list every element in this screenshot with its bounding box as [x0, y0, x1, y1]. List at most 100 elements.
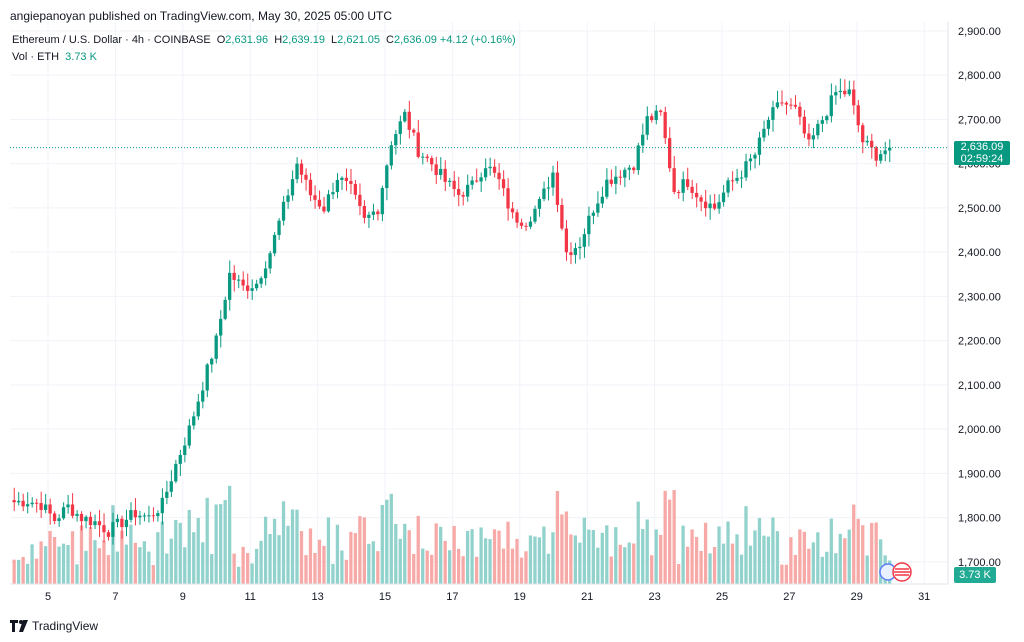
candle-body — [165, 491, 169, 498]
change-value: +4.12 (+0.16%) — [439, 34, 516, 46]
volume-bar — [317, 539, 322, 584]
y-tick-label: 2,300.00 — [958, 291, 1001, 303]
volume-bar — [623, 547, 627, 584]
candle-body — [659, 110, 663, 113]
volume-bar — [353, 533, 358, 584]
x-tick-label: 27 — [783, 591, 795, 603]
events-icon[interactable] — [878, 561, 918, 583]
y-tick-label: 2,700.00 — [958, 114, 1001, 126]
candle-body — [650, 116, 654, 121]
volume-bar — [708, 553, 712, 584]
volume-bar — [726, 521, 730, 584]
candle-body — [331, 192, 335, 195]
candle-body — [564, 228, 569, 253]
candle-body — [596, 203, 600, 213]
volume-bar — [380, 504, 384, 584]
candle-body — [277, 220, 281, 235]
volume-bar — [394, 523, 398, 584]
candle-body — [254, 283, 259, 289]
footer-brand: TradingView — [32, 619, 99, 633]
candle-body — [690, 186, 694, 193]
x-tick-label: 19 — [514, 591, 526, 603]
candle-body — [537, 199, 542, 209]
symbol-legend: Ethereum / U.S. Dollar · 4h · COINBASE O… — [12, 34, 516, 46]
candle-body — [93, 521, 97, 526]
chart-grid — [10, 22, 948, 584]
candle-body — [236, 279, 241, 281]
high-value: 2,639.19 — [282, 34, 325, 46]
volume-bar — [834, 553, 838, 584]
candle-body — [802, 116, 806, 134]
volume-label[interactable]: Vol · ETH — [12, 51, 60, 63]
candle-body — [843, 90, 847, 95]
y-tick-label: 1,700.00 — [958, 557, 1001, 569]
volume-bar — [281, 501, 286, 584]
candle-body — [811, 135, 815, 140]
volume-bar — [798, 529, 802, 584]
volume-bar — [676, 564, 681, 584]
volume-bar — [591, 530, 595, 584]
candle-body — [138, 515, 142, 518]
candle-body — [546, 187, 551, 189]
candle-body — [30, 502, 34, 505]
candle-body — [286, 195, 290, 202]
candle-body — [757, 137, 762, 155]
candle-body — [434, 164, 438, 175]
x-tick-label: 29 — [851, 591, 863, 603]
volume-bar — [286, 525, 290, 584]
volume-bar — [425, 550, 429, 584]
volume-bar — [66, 544, 70, 584]
volume-bar — [183, 547, 187, 584]
candle-body — [793, 104, 798, 107]
volume-bar — [461, 556, 465, 584]
volume-bar — [228, 485, 232, 584]
volume-bar — [79, 525, 84, 584]
volume-bar — [717, 526, 721, 584]
candle-body — [443, 168, 447, 182]
candle-body — [515, 212, 519, 223]
volume-bar — [102, 540, 106, 584]
volume-bar — [465, 530, 470, 584]
volume-bar — [757, 518, 762, 584]
candle-body — [600, 196, 604, 204]
x-tick-label: 17 — [446, 591, 458, 603]
candle-body — [160, 497, 164, 514]
candle-body — [703, 201, 708, 209]
candle-body — [389, 145, 393, 166]
volume-bar — [865, 555, 869, 584]
volume-bar — [497, 530, 501, 584]
candle-body — [281, 201, 286, 221]
x-axis[interactable]: 5 7 9 11 13 15 17 19 21 23 25 27 29 31 — [45, 591, 930, 603]
candle-body — [326, 194, 331, 212]
y-axis[interactable]: 2,900.002,800.002,700.002,600.002,500.00… — [958, 26, 1001, 569]
candle-body — [115, 518, 120, 523]
volume-bar — [263, 516, 268, 584]
candle-body — [88, 516, 93, 526]
candle-body — [317, 199, 322, 207]
volume-bar — [659, 534, 663, 584]
candle-body — [730, 180, 735, 182]
candle-body — [766, 119, 771, 129]
close-value: 2,636.09 — [394, 34, 437, 46]
volume-bar — [75, 564, 79, 584]
volume-bar — [614, 527, 618, 584]
y-tick-label: 1,900.00 — [958, 468, 1001, 480]
x-tick-label: 23 — [648, 591, 660, 603]
candle-body — [488, 166, 492, 169]
candle-body — [775, 102, 780, 108]
candle-body — [569, 252, 573, 255]
volume-bar — [371, 541, 375, 584]
volume-bar — [124, 544, 129, 584]
volume-bar — [407, 530, 411, 584]
candle-body — [632, 167, 636, 171]
candle-body — [106, 532, 111, 537]
volume-bar — [421, 548, 425, 584]
candle-body — [798, 106, 802, 117]
volume-bar — [681, 525, 685, 584]
symbol-name[interactable]: Ethereum / U.S. Dollar · 4h · COINBASE — [12, 34, 211, 46]
volume-bar — [389, 493, 393, 584]
candle-body — [111, 522, 115, 537]
volume-bar — [129, 524, 133, 584]
y-tick-label: 2,000.00 — [958, 424, 1001, 436]
